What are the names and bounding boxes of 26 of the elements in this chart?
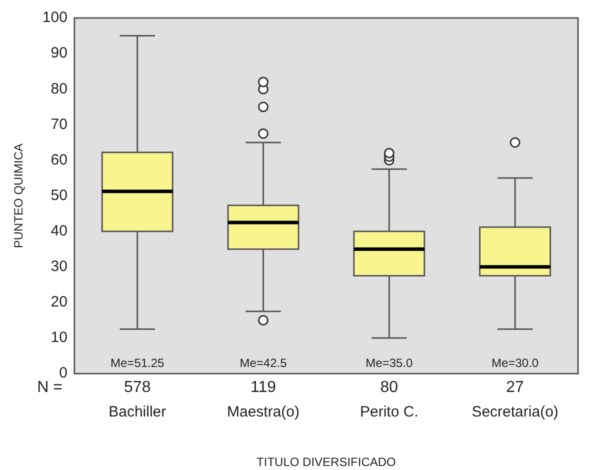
y-tick-label: 70 bbox=[50, 116, 68, 133]
y-tick-label: 30 bbox=[50, 258, 68, 276]
y-tick-label: 60 bbox=[50, 151, 68, 168]
text: 80 bbox=[380, 379, 398, 396]
annotation: Me=51.25 bbox=[110, 356, 165, 370]
y-tick-label: 90 bbox=[50, 44, 68, 62]
text: 27 bbox=[506, 379, 524, 396]
text: 119 bbox=[250, 379, 276, 396]
y-tick-label: 50 bbox=[50, 186, 68, 204]
annotation: Me=42.5 bbox=[240, 356, 288, 370]
y-tick-label: 100 bbox=[42, 9, 68, 26]
annotation: Me=30.0 bbox=[492, 356, 539, 370]
y-tick-label: 0 bbox=[59, 364, 68, 382]
x-tick-label: Maestra(o) bbox=[227, 404, 300, 421]
x-axis-title: TITULO DIVERSIFICADO bbox=[256, 455, 396, 470]
annotation: Me=35.0 bbox=[366, 356, 413, 370]
text: 578 bbox=[124, 379, 151, 396]
x-tick-label: Perito C. bbox=[360, 404, 418, 421]
text: N = bbox=[37, 379, 62, 396]
x-tick-label: Bachiller bbox=[108, 404, 166, 421]
x-tick-label: Secretaria(o) bbox=[472, 404, 558, 421]
y-axis-title: PUNTEO QUIMICA bbox=[12, 143, 26, 248]
y-tick-label: 20 bbox=[50, 294, 68, 311]
y-tick-label: 40 bbox=[50, 222, 68, 240]
y-tick-label: 80 bbox=[50, 80, 68, 98]
y-tick-label: 10 bbox=[50, 329, 68, 346]
